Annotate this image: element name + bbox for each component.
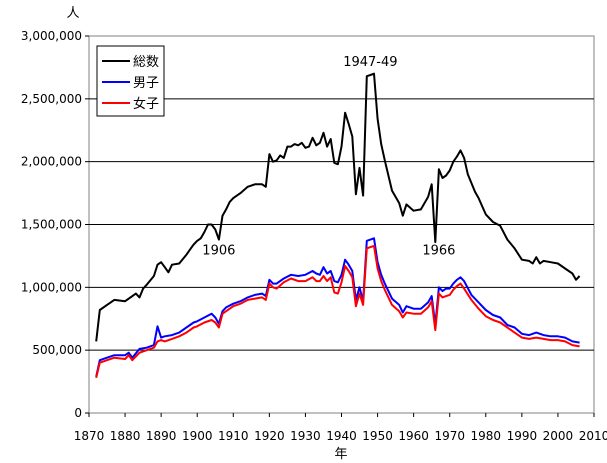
annotations: 1947-49 1906 1966 (202, 55, 455, 259)
x-tick-label: 1890 (146, 429, 177, 443)
x-tick-label: 1990 (507, 429, 538, 443)
series-line-total (95, 72, 581, 342)
y-axis-label: 人 (66, 6, 79, 21)
y-tick-label: 1,000,000 (21, 280, 82, 294)
x-tick-label: 1930 (290, 429, 321, 443)
x-tick-label: 1910 (218, 429, 249, 443)
x-tick-label: 2010 (579, 429, 607, 443)
series-line-male (95, 237, 580, 377)
x-tick-label: 1980 (471, 429, 502, 443)
x-axis-ticks: 1870 1880 1890 1900 1910 1920 1930 1940 1950 1960… (74, 413, 607, 443)
x-tick-label: 2000 (543, 429, 574, 443)
x-tick-label: 1880 (110, 429, 141, 443)
y-tick-label: 3,000,000 (21, 29, 82, 43)
y-tick-label: 2,500,000 (21, 92, 82, 106)
annotation-label: 1966 (422, 244, 455, 259)
x-tick-label: 1960 (398, 429, 429, 443)
x-tick-label: 1950 (362, 429, 393, 443)
series-line-female (95, 244, 580, 379)
annotation-label: 1947-49 (343, 55, 397, 70)
y-tick-label: 0 (74, 406, 82, 420)
series-lines (95, 72, 581, 379)
x-axis-label: 年 (334, 447, 347, 462)
y-tick-label: 2,000,000 (21, 155, 82, 169)
legend-label-female: 女子 (133, 96, 159, 112)
x-tick-label: 1870 (74, 429, 105, 443)
legend: 総数 男子 女子 (96, 45, 165, 117)
x-tick-label: 1940 (326, 429, 357, 443)
gridlines (89, 98, 594, 351)
y-tick-label: 1,500,000 (21, 218, 82, 232)
y-tick-label: 500,000 (32, 343, 82, 357)
x-tick-label: 1920 (254, 429, 285, 443)
legend-label-male: 男子 (133, 76, 159, 91)
x-tick-label: 1900 (182, 429, 213, 443)
x-tick-label: 1970 (434, 429, 465, 443)
annotation-label: 1906 (202, 244, 235, 259)
y-axis-ticks: 0 500,000 1,000,000 1,500,000 2,000,000 2,500… (21, 29, 89, 420)
legend-label-total: 総数 (133, 55, 159, 70)
